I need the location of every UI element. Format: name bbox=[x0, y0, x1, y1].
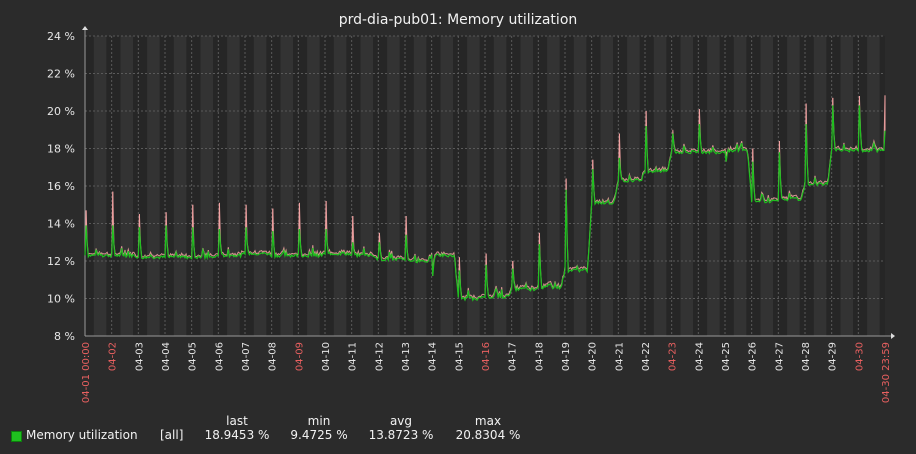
y-tick-label: 20 % bbox=[47, 105, 75, 118]
x-tick-label: 04-17 bbox=[508, 342, 519, 371]
legend-swatch bbox=[11, 431, 22, 442]
night-band bbox=[191, 36, 201, 336]
night-band bbox=[271, 36, 281, 336]
x-tick-label: 04-21 bbox=[614, 342, 625, 371]
night-band bbox=[511, 36, 521, 336]
legend-header-max: max bbox=[474, 414, 502, 428]
x-tick-label: 04-06 bbox=[214, 342, 225, 371]
legend-header-last: last bbox=[226, 414, 248, 428]
legend-item-name: Memory utilization bbox=[26, 428, 138, 442]
x-tick-label: 04-18 bbox=[534, 342, 545, 371]
night-band bbox=[453, 36, 459, 336]
x-tick-label: 04-24 bbox=[694, 342, 705, 371]
night-band bbox=[373, 36, 379, 336]
x-tick-label: 04-10 bbox=[321, 342, 332, 371]
y-tick-label: 8 % bbox=[54, 330, 75, 343]
night-band bbox=[351, 36, 361, 336]
x-tick-label: 04-08 bbox=[268, 342, 279, 371]
night-band bbox=[671, 36, 681, 336]
night-band bbox=[613, 36, 619, 336]
night-band bbox=[831, 36, 841, 336]
x-tick-label: 04-30 23:59 bbox=[881, 342, 892, 403]
y-axis-arrow bbox=[82, 26, 88, 30]
series-avg-line bbox=[84, 105, 886, 302]
night-band bbox=[213, 36, 219, 336]
x-tick-label: 04-19 bbox=[561, 342, 572, 371]
night-band bbox=[751, 36, 761, 336]
x-tick-label: 04-26 bbox=[748, 342, 759, 371]
x-tick-label: 04-03 bbox=[134, 342, 145, 371]
legend-value-avg: 13.8723 % bbox=[368, 428, 434, 442]
night-band bbox=[431, 36, 441, 336]
legend-header-avg: avg bbox=[389, 414, 413, 428]
x-tick-label: 04-15 bbox=[454, 342, 465, 371]
night-band bbox=[111, 36, 121, 336]
x-tick-label: 04-28 bbox=[801, 342, 812, 371]
x-tick-label: 04-12 bbox=[374, 342, 385, 371]
legend-value-min: 9.4725 % bbox=[290, 428, 348, 442]
x-tick-label: 04-13 bbox=[401, 342, 412, 371]
series-memory-utilization bbox=[84, 95, 886, 302]
x-tick-label: 04-04 bbox=[161, 342, 172, 371]
x-axis-arrow bbox=[891, 333, 895, 339]
x-tick-label: 04-29 bbox=[828, 342, 839, 371]
legend-value-last: 18.9453 % bbox=[204, 428, 270, 442]
night-band bbox=[853, 36, 859, 336]
x-tick-label: 04-02 bbox=[108, 342, 119, 371]
x-tick-label: 04-01 00:00 bbox=[81, 342, 92, 403]
y-tick-label: 10 % bbox=[47, 293, 75, 306]
x-tick-label: 04-09 bbox=[294, 342, 305, 371]
x-tick-label: 04-14 bbox=[428, 342, 439, 371]
x-tick-label: 04-30 bbox=[854, 342, 865, 371]
y-tick-label: 12 % bbox=[47, 255, 75, 268]
night-band bbox=[533, 36, 539, 336]
x-tick-label: 04-07 bbox=[241, 342, 252, 371]
night-band bbox=[591, 36, 601, 336]
legend-value-max: 20.8304 % bbox=[455, 428, 521, 442]
x-tick-label: 04-05 bbox=[188, 342, 199, 371]
night-band bbox=[693, 36, 699, 336]
x-tick-label: 04-11 bbox=[348, 342, 359, 371]
y-tick-label: 16 % bbox=[47, 180, 75, 193]
x-tick-label: 04-27 bbox=[774, 342, 785, 371]
legend-function: [all] bbox=[160, 428, 184, 442]
y-tick-label: 14 % bbox=[47, 218, 75, 231]
night-band bbox=[773, 36, 779, 336]
night-band bbox=[293, 36, 299, 336]
x-tick-label: 04-23 bbox=[668, 342, 679, 371]
y-tick-label: 18 % bbox=[47, 143, 75, 156]
y-tick-label: 22 % bbox=[47, 68, 75, 81]
x-tick-label: 04-25 bbox=[721, 342, 732, 371]
legend-header-min: min bbox=[307, 414, 331, 428]
y-tick-label: 24 % bbox=[47, 30, 75, 43]
legend: last min avg max Memory utilization [all… bbox=[0, 412, 916, 452]
x-tick-label: 04-22 bbox=[641, 342, 652, 371]
x-tick-label: 04-16 bbox=[481, 342, 492, 371]
x-tick-label: 04-20 bbox=[588, 342, 599, 371]
chart-title: prd-dia-pub01: Memory utilization bbox=[339, 12, 578, 28]
night-band bbox=[133, 36, 139, 336]
